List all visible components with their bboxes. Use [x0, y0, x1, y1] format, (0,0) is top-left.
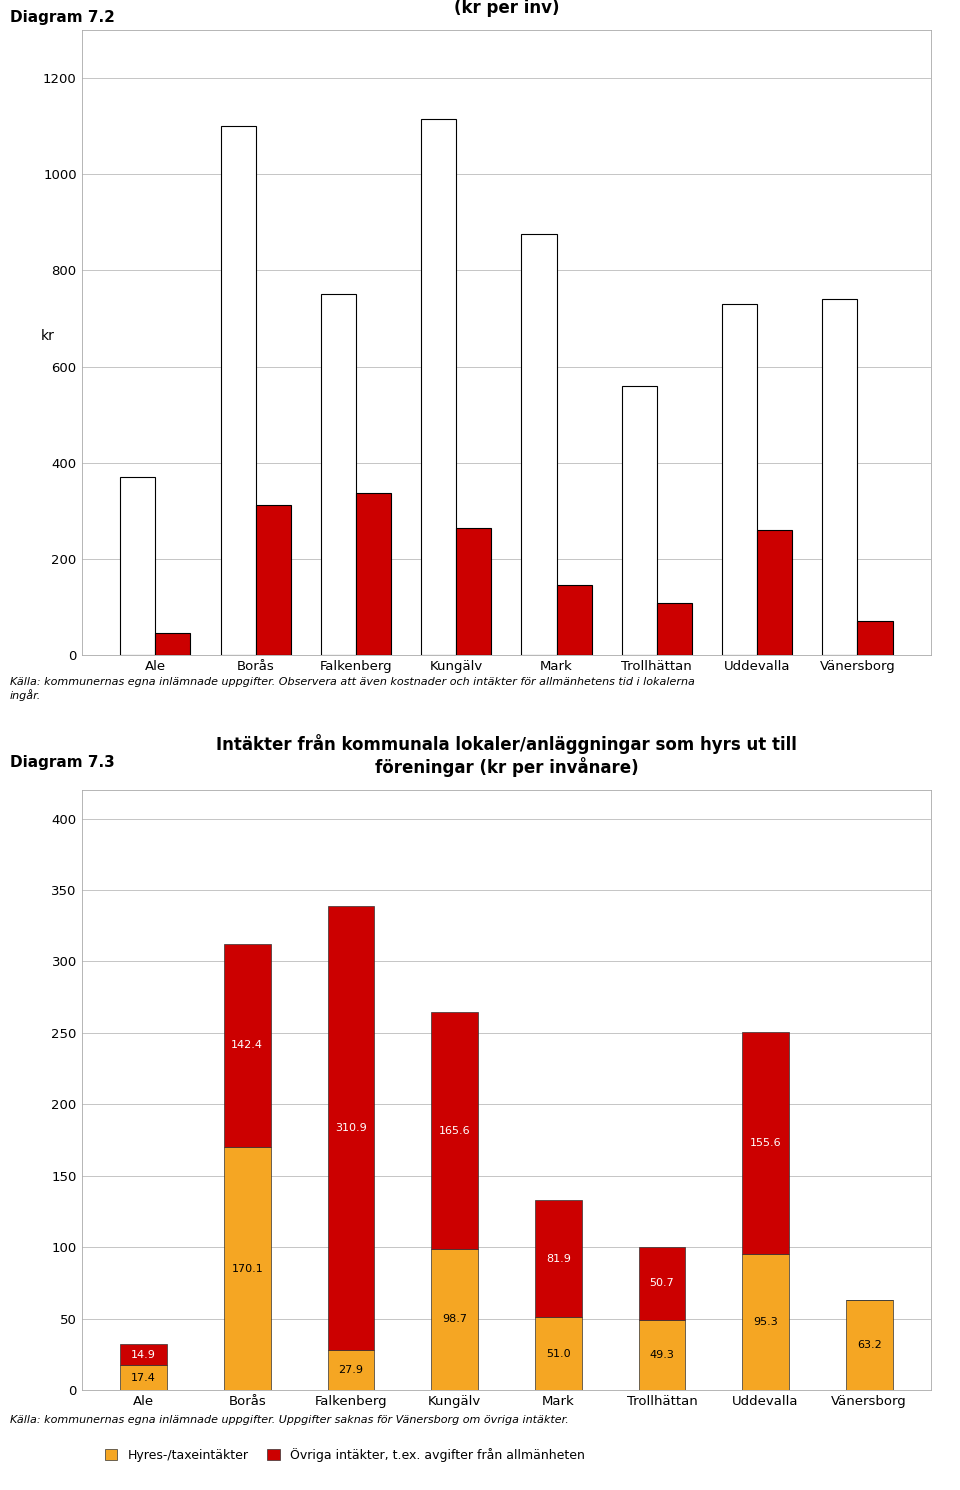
Bar	[224, 943, 271, 1147]
Bar	[722, 304, 757, 656]
Bar	[431, 1012, 478, 1249]
Bar	[327, 1350, 374, 1390]
Y-axis label: kr: kr	[40, 328, 55, 343]
Legend: Kostnader (exkl. intäkter) för kommunala lokaler/anläggningar som hyrs ut till
f: Kostnader (exkl. intäkter) för kommunala…	[88, 834, 599, 887]
Text: 155.6: 155.6	[750, 1138, 781, 1147]
Bar	[557, 586, 591, 656]
Text: 14.9: 14.9	[132, 1350, 156, 1359]
Bar	[535, 1317, 582, 1390]
Text: 165.6: 165.6	[439, 1126, 470, 1135]
Bar	[857, 621, 893, 656]
Bar	[120, 477, 156, 656]
Text: 50.7: 50.7	[650, 1278, 674, 1289]
Bar	[742, 1031, 789, 1255]
Text: Källa: kommunernas egna inlämnade uppgifter. Observera att även kostnader och in: Källa: kommunernas egna inlämnade uppgif…	[10, 678, 694, 702]
Text: Källa: kommunernas egna inlämnade uppgifter. Uppgifter saknas för Vänersborg om : Källa: kommunernas egna inlämnade uppgif…	[10, 1416, 568, 1424]
Bar	[638, 1247, 685, 1320]
Bar	[846, 1299, 893, 1390]
Bar	[221, 127, 255, 656]
Bar	[421, 119, 456, 656]
Text: Diagram 7.2: Diagram 7.2	[10, 10, 114, 25]
Bar	[255, 505, 291, 656]
Bar	[657, 603, 692, 656]
Text: 49.3: 49.3	[650, 1350, 674, 1360]
Text: 310.9: 310.9	[335, 1123, 367, 1132]
Bar	[327, 906, 374, 1350]
Bar	[622, 386, 657, 656]
Bar	[521, 234, 557, 656]
Text: 170.1: 170.1	[231, 1264, 263, 1274]
Text: 95.3: 95.3	[754, 1317, 778, 1328]
Bar	[356, 493, 391, 656]
Bar	[120, 1365, 167, 1390]
Text: 142.4: 142.4	[231, 1040, 263, 1050]
Text: 17.4: 17.4	[132, 1372, 156, 1383]
Title: Intäkter från kommunala lokaler/anläggningar som hyrs ut till
föreningar (kr per: Intäkter från kommunala lokaler/anläggni…	[216, 735, 797, 778]
Text: Diagram 7.3: Diagram 7.3	[10, 755, 114, 770]
Bar	[638, 1320, 685, 1390]
Text: 81.9: 81.9	[546, 1253, 570, 1264]
Bar	[120, 1344, 167, 1365]
Bar	[823, 299, 857, 656]
Text: 63.2: 63.2	[857, 1340, 881, 1350]
Text: 51.0: 51.0	[546, 1348, 570, 1359]
Bar	[224, 1147, 271, 1390]
Text: 98.7: 98.7	[442, 1314, 468, 1325]
Bar	[156, 633, 190, 656]
Bar	[321, 295, 356, 656]
Bar	[456, 527, 492, 656]
Legend: Hyres-/taxeintäkter, Övriga intäkter, t.ex. avgifter från allmänheten: Hyres-/taxeintäkter, Övriga intäkter, t.…	[105, 1448, 585, 1462]
Text: 27.9: 27.9	[338, 1365, 364, 1375]
Bar	[535, 1199, 582, 1317]
Bar	[742, 1255, 789, 1390]
Bar	[431, 1249, 478, 1390]
Title: Kostnader samt intäkter från lokaler som hyrs ut till föreningar
(kr per inv): Kostnader samt intäkter från lokaler som…	[208, 0, 804, 18]
Bar	[757, 530, 792, 656]
